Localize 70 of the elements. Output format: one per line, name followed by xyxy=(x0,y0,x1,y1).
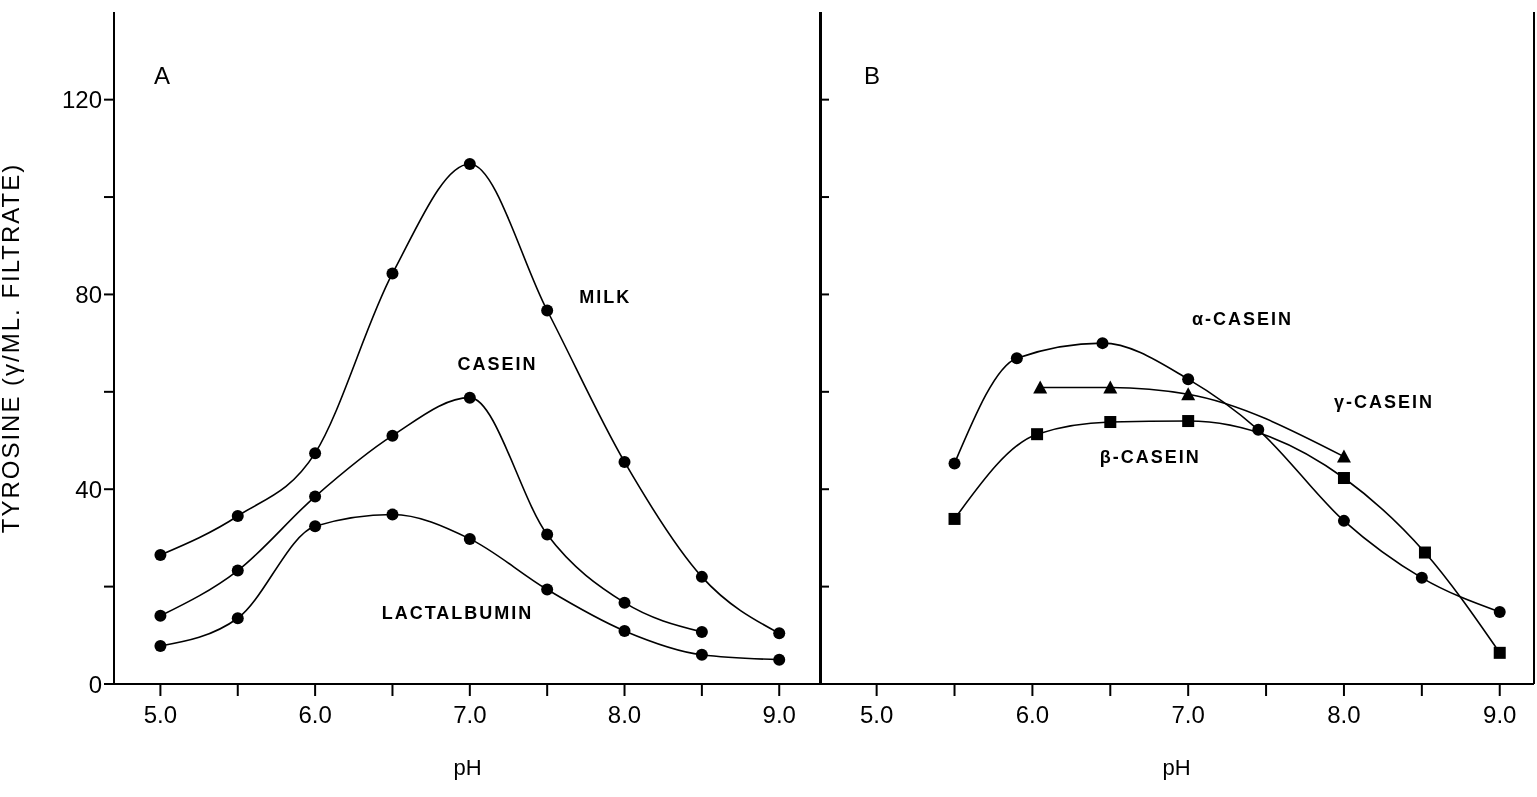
point xyxy=(618,596,631,609)
point xyxy=(1493,605,1506,618)
point xyxy=(695,625,708,638)
x-tick-label: 9.0 xyxy=(762,701,796,729)
text: A xyxy=(154,62,171,90)
x-axis-title: pH xyxy=(453,755,482,780)
point xyxy=(1337,472,1350,485)
point xyxy=(309,447,322,460)
point xyxy=(231,612,244,625)
x-tick-label: 8.0 xyxy=(607,701,642,729)
y-tick-label: 40 xyxy=(75,475,102,503)
point xyxy=(618,624,631,637)
y-axis-title: TYROSINE (γ/ML. FILTRATE) xyxy=(0,162,24,534)
point xyxy=(1182,373,1195,386)
point xyxy=(309,520,322,533)
point xyxy=(541,583,554,596)
point xyxy=(231,564,244,577)
x-tick-label: 7.0 xyxy=(1171,701,1205,729)
x-tick-label: 6.0 xyxy=(298,701,332,729)
point xyxy=(1493,646,1506,659)
point xyxy=(386,508,399,521)
point xyxy=(618,455,631,468)
point xyxy=(1104,416,1117,429)
x-tick-label: 5.0 xyxy=(859,701,894,729)
point xyxy=(154,640,167,653)
x-tick-label: 5.0 xyxy=(143,701,178,729)
x-tick-label: 7.0 xyxy=(453,701,487,729)
series-label: MILK xyxy=(579,287,632,308)
point xyxy=(463,532,476,545)
point xyxy=(1336,449,1351,463)
point xyxy=(386,429,399,442)
point xyxy=(1337,514,1350,527)
point xyxy=(1418,546,1431,559)
point xyxy=(386,267,399,280)
point xyxy=(948,457,961,470)
x-axis-title: pH xyxy=(1162,755,1191,780)
y-tick-label: 80 xyxy=(75,280,102,308)
point xyxy=(463,391,476,404)
point xyxy=(1031,428,1044,441)
text: α-CASEIN xyxy=(1191,308,1294,329)
point xyxy=(1010,352,1023,365)
series-label: LACTALBUMIN xyxy=(381,603,534,624)
series-label: γ-CASEIN xyxy=(1333,392,1434,413)
point xyxy=(773,653,786,666)
point xyxy=(463,157,476,170)
point xyxy=(1096,337,1109,350)
x-tick-label: 6.0 xyxy=(1015,701,1050,729)
point xyxy=(1182,415,1195,428)
point xyxy=(695,570,708,583)
y-tick-label: 0 xyxy=(88,670,102,698)
series-label: β-CASEIN xyxy=(1099,446,1201,467)
point xyxy=(231,510,244,522)
x-tick-label: 8.0 xyxy=(1327,701,1361,729)
text: B xyxy=(864,62,881,90)
point xyxy=(1103,380,1118,394)
point xyxy=(773,627,786,640)
series-label: CASEIN xyxy=(457,354,538,375)
point xyxy=(1415,571,1428,584)
point xyxy=(1181,387,1196,401)
y-tick-label: 120 xyxy=(61,86,102,114)
point xyxy=(154,548,167,561)
point xyxy=(948,512,961,525)
point xyxy=(695,648,708,661)
point xyxy=(154,609,167,622)
point xyxy=(541,304,554,317)
x-tick-label: 9.0 xyxy=(1483,701,1517,729)
point xyxy=(309,490,322,503)
point xyxy=(541,528,554,541)
point xyxy=(1252,423,1265,436)
point xyxy=(1033,380,1048,394)
